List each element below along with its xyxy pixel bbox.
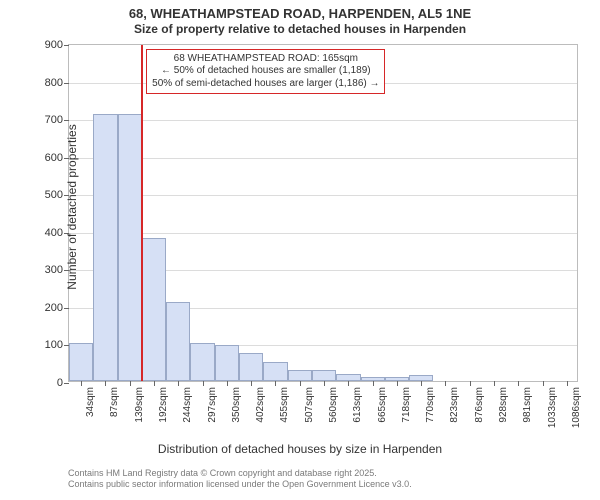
annotation-line-3: 50% of semi-detached houses are larger (…	[152, 78, 379, 91]
x-tick-mark	[324, 381, 325, 386]
x-tick-label: 350sqm	[231, 387, 242, 423]
x-tick-mark	[421, 381, 422, 386]
x-tick-mark	[494, 381, 495, 386]
histogram-bar	[215, 345, 239, 381]
x-tick-label: 876sqm	[474, 387, 485, 423]
x-tick-mark	[154, 381, 155, 386]
y-axis-label: Number of detached properties	[65, 57, 79, 357]
marker-line-icon	[141, 45, 143, 381]
y-tick-label: 500	[45, 189, 63, 201]
x-tick-label: 718sqm	[401, 387, 412, 423]
x-tick-label: 665sqm	[377, 387, 388, 423]
y-tick-label: 700	[45, 114, 63, 126]
x-tick-label: 981sqm	[522, 387, 533, 423]
chart-container: 68, WHEATHAMPSTEAD ROAD, HARPENDEN, AL5 …	[0, 0, 600, 500]
histogram-bar	[190, 343, 214, 381]
x-tick-mark	[445, 381, 446, 386]
x-tick-label: 507sqm	[304, 387, 315, 423]
gridline	[69, 195, 577, 196]
x-tick-label: 402sqm	[255, 387, 266, 423]
y-tick-label: 800	[45, 77, 63, 89]
x-tick-mark	[105, 381, 106, 386]
y-tick-label: 100	[45, 339, 63, 351]
x-tick-label: 244sqm	[182, 387, 193, 423]
y-tick-label: 900	[45, 39, 63, 51]
x-tick-label: 297sqm	[207, 387, 218, 423]
y-tick-mark	[64, 383, 69, 384]
x-tick-label: 192sqm	[158, 387, 169, 423]
x-tick-mark	[397, 381, 398, 386]
x-tick-mark	[567, 381, 568, 386]
gridline	[69, 120, 577, 121]
x-tick-mark	[348, 381, 349, 386]
plot-area: 0100200300400500600700800900 68 WHEATHAM…	[68, 44, 578, 382]
annotation-box: 68 WHEATHAMPSTEAD ROAD: 165sqm ← 50% of …	[146, 49, 385, 95]
histogram-bar	[93, 114, 117, 381]
x-tick-mark	[81, 381, 82, 386]
x-tick-mark	[275, 381, 276, 386]
histogram-bar	[288, 370, 312, 381]
x-tick-label: 823sqm	[449, 387, 460, 423]
x-tick-mark	[178, 381, 179, 386]
x-tick-mark	[227, 381, 228, 386]
x-tick-mark	[203, 381, 204, 386]
gridline	[69, 233, 577, 234]
x-tick-mark	[518, 381, 519, 386]
x-tick-label: 87sqm	[109, 387, 120, 417]
x-tick-mark	[543, 381, 544, 386]
x-tick-mark	[130, 381, 131, 386]
x-tick-label: 1086sqm	[571, 387, 582, 428]
x-tick-label: 1033sqm	[547, 387, 558, 428]
histogram-bar	[118, 114, 142, 381]
footer-attribution: Contains HM Land Registry data © Crown c…	[68, 468, 412, 491]
chart-title: 68, WHEATHAMPSTEAD ROAD, HARPENDEN, AL5 …	[0, 0, 600, 22]
footer-line-2: Contains public sector information licen…	[68, 479, 412, 490]
y-tick-label: 0	[57, 377, 63, 389]
histogram-bar	[312, 370, 336, 381]
x-tick-label: 928sqm	[498, 387, 509, 423]
histogram-bar	[263, 362, 287, 381]
histogram-bar	[142, 238, 166, 381]
y-tick-label: 600	[45, 152, 63, 164]
histogram-bar	[239, 353, 263, 381]
x-tick-label: 613sqm	[352, 387, 363, 423]
x-tick-mark	[373, 381, 374, 386]
gridline	[69, 158, 577, 159]
annotation-line-1: 68 WHEATHAMPSTEAD ROAD: 165sqm	[152, 53, 379, 66]
x-tick-label: 34sqm	[85, 387, 96, 417]
x-tick-label: 560sqm	[328, 387, 339, 423]
y-tick-label: 200	[45, 302, 63, 314]
x-tick-mark	[470, 381, 471, 386]
x-tick-mark	[251, 381, 252, 386]
chart-subtitle: Size of property relative to detached ho…	[0, 22, 600, 36]
annotation-line-2: ← 50% of detached houses are smaller (1,…	[152, 65, 379, 78]
x-tick-label: 139sqm	[134, 387, 145, 423]
x-tick-label: 455sqm	[279, 387, 290, 423]
x-tick-label: 770sqm	[425, 387, 436, 423]
x-axis-label: Distribution of detached houses by size …	[0, 442, 600, 456]
histogram-bar	[166, 302, 190, 381]
y-tick-mark	[64, 45, 69, 46]
histogram-bar	[336, 374, 360, 382]
y-tick-label: 300	[45, 264, 63, 276]
y-tick-label: 400	[45, 227, 63, 239]
x-tick-mark	[300, 381, 301, 386]
footer-line-1: Contains HM Land Registry data © Crown c…	[68, 468, 412, 479]
